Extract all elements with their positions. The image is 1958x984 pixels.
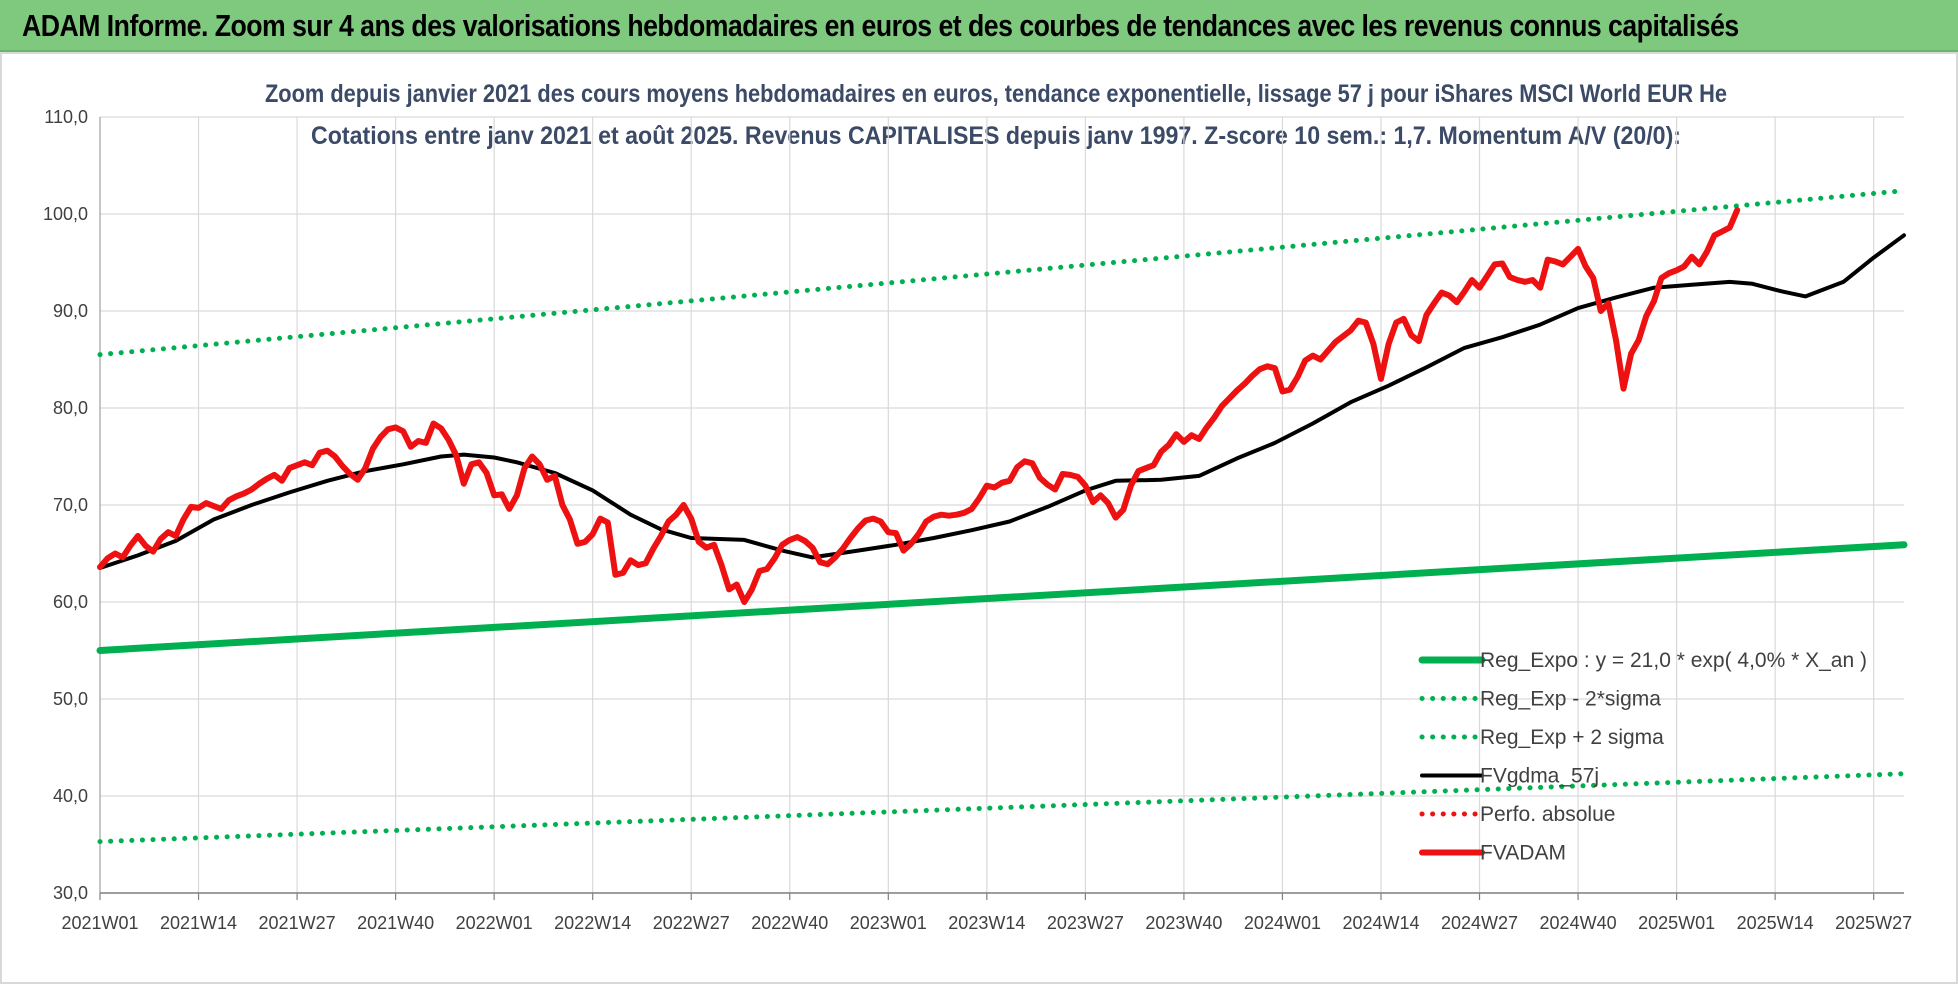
y-tick-label: 80,0 [53,398,88,418]
x-tick-label: 2025W14 [1737,913,1814,933]
x-tick-label: 2025W27 [1835,913,1912,933]
legend-label: Reg_Exp + 2 sigma [1480,726,1664,749]
x-tick-label: 2023W01 [850,913,927,933]
axes: 30,0 40,0 50,0 60,0 70,0 80,0 90,0 100,0 110,0 20… [43,107,1912,933]
series-line-reg-exp-2-sigma [97,188,1907,358]
x-tick-label: 2021W27 [259,913,336,933]
y-tick-label: 90,0 [53,301,88,321]
y-tick-label: 50,0 [53,689,88,709]
x-tick-label: 2022W01 [456,913,533,933]
x-tick-label: 2024W14 [1342,913,1419,933]
x-tick-label: 2021W14 [160,913,237,933]
x-tick-label: 2025W01 [1638,913,1715,933]
y-tick-label: 40,0 [53,786,88,806]
legend-label: Perfo. absolue [1480,803,1615,826]
series-line-fvgdma-57j [98,233,1906,570]
y-tick-label: 30,0 [53,883,88,903]
x-tick-label: 2023W40 [1145,913,1222,933]
grid [99,116,1904,894]
chart-title-line-1: Zoom depuis janvier 2021 des cours moyen… [265,80,1727,108]
legend-label: FVgdma_57j [1480,765,1599,788]
chart-title: Zoom depuis janvier 2021 des cours moyen… [265,80,1727,150]
chart-frame [0,52,1958,984]
x-tick-label: 2024W40 [1540,913,1617,933]
x-tick-label: 2021W01 [61,913,138,933]
series [96,188,1908,845]
series-line-reg-expo-y-21-0-exp-4-0-x-an [96,541,1908,654]
x-tick-label: 2022W14 [554,913,631,933]
y-tick-label: 60,0 [53,592,88,612]
legend: Reg_Expo : y = 21,0 * exp( 4,0% * X_an )… [1418,649,1867,865]
x-tick-label: 2023W27 [1047,913,1124,933]
x-tick-label: 2021W40 [357,913,434,933]
y-tick-label: 70,0 [53,495,88,515]
series-line-reg-exp-2-sigma [97,771,1907,845]
x-tick-label: 2024W27 [1441,913,1518,933]
y-tick-label: 110,0 [44,107,88,127]
series-line-fvadam [97,207,1741,605]
chart-title-line-2: Cotations entre janv 2021 et août 2025. … [311,122,1681,150]
legend-label: Reg_Exp - 2*sigma [1480,688,1661,711]
legend-label: FVADAM [1480,842,1566,865]
x-tick-label: 2022W27 [653,913,730,933]
legend-label: Reg_Expo : y = 21,0 * exp( 4,0% * X_an ) [1480,649,1867,672]
y-tick-label: 100,0 [43,204,88,224]
x-tick-label: 2024W01 [1244,913,1321,933]
x-tick-label: 2023W14 [948,913,1025,933]
report-banner: ADAM Informe. Zoom sur 4 ans des valoris… [0,0,1958,52]
x-tick-label: 2022W40 [751,913,828,933]
report-title: ADAM Informe. Zoom sur 4 ans des valoris… [22,8,1739,43]
